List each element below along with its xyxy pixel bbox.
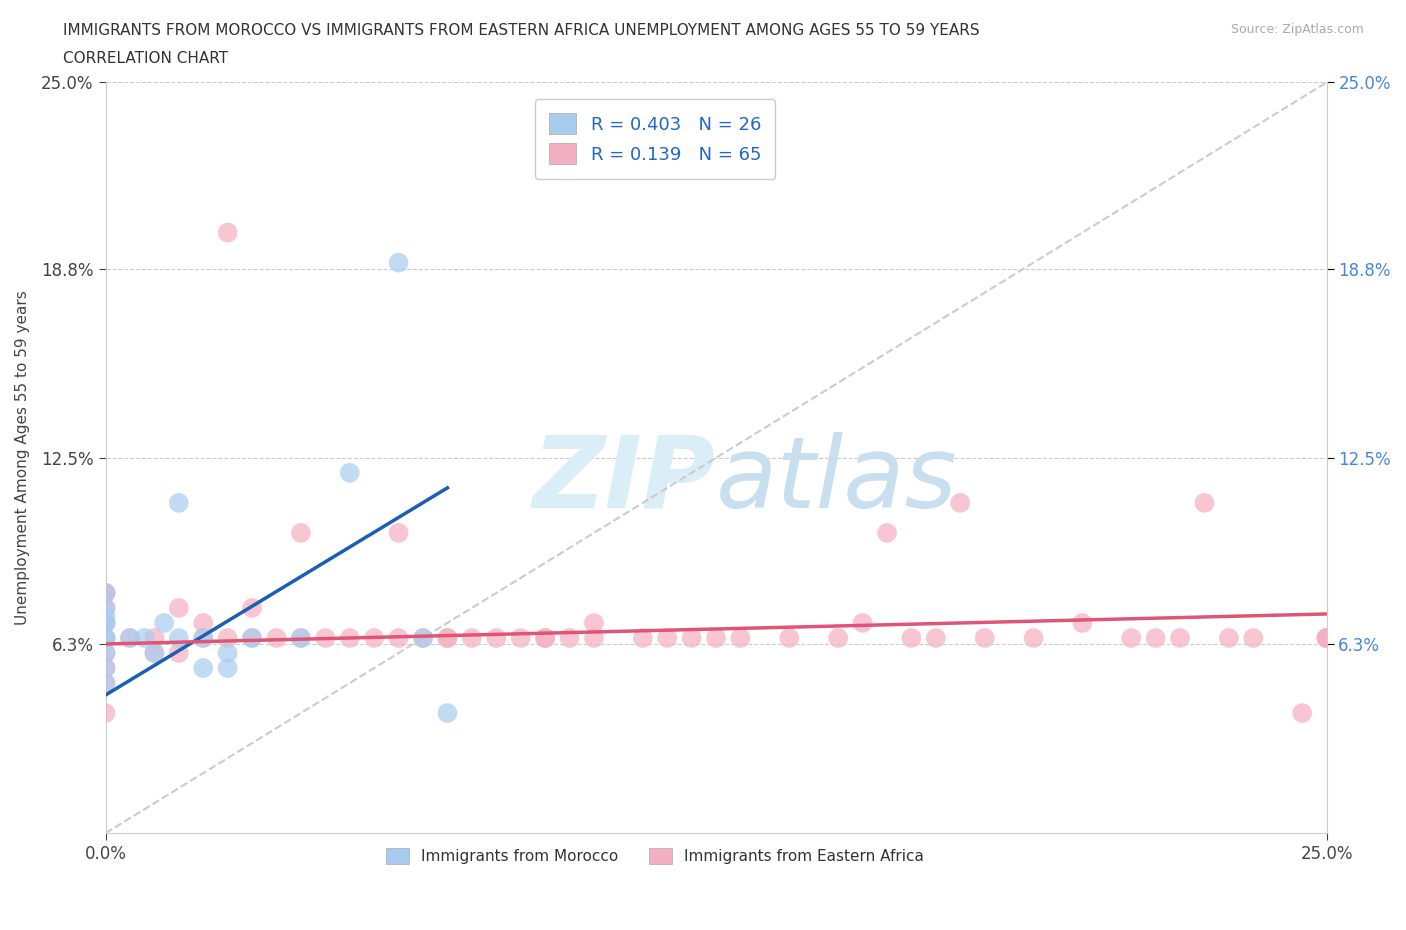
Point bbox=[509, 631, 531, 645]
Point bbox=[436, 706, 458, 721]
Point bbox=[1316, 631, 1339, 645]
Point bbox=[94, 660, 117, 675]
Point bbox=[290, 525, 312, 540]
Point bbox=[94, 645, 117, 660]
Point bbox=[167, 601, 190, 616]
Point bbox=[412, 631, 434, 645]
Point bbox=[900, 631, 922, 645]
Point bbox=[1291, 706, 1313, 721]
Point bbox=[827, 631, 849, 645]
Point bbox=[94, 631, 117, 645]
Point bbox=[412, 631, 434, 645]
Point bbox=[704, 631, 727, 645]
Point bbox=[193, 631, 215, 645]
Point bbox=[118, 631, 141, 645]
Point bbox=[94, 609, 117, 624]
Point bbox=[167, 645, 190, 660]
Point bbox=[94, 601, 117, 616]
Point bbox=[387, 255, 409, 270]
Y-axis label: Unemployment Among Ages 55 to 59 years: Unemployment Among Ages 55 to 59 years bbox=[15, 290, 30, 625]
Point bbox=[217, 645, 239, 660]
Point bbox=[94, 586, 117, 601]
Point bbox=[1121, 631, 1143, 645]
Point bbox=[436, 631, 458, 645]
Point bbox=[94, 645, 117, 660]
Legend: Immigrants from Morocco, Immigrants from Eastern Africa: Immigrants from Morocco, Immigrants from… bbox=[380, 843, 931, 870]
Point bbox=[240, 631, 263, 645]
Point bbox=[134, 631, 156, 645]
Point bbox=[143, 645, 166, 660]
Point bbox=[1144, 631, 1167, 645]
Point bbox=[339, 631, 361, 645]
Point bbox=[1316, 631, 1339, 645]
Point bbox=[1194, 496, 1216, 511]
Point bbox=[94, 675, 117, 690]
Point bbox=[153, 616, 176, 631]
Point bbox=[217, 660, 239, 675]
Point bbox=[94, 631, 117, 645]
Point bbox=[461, 631, 484, 645]
Point bbox=[193, 660, 215, 675]
Point bbox=[94, 675, 117, 690]
Point bbox=[1218, 631, 1240, 645]
Point bbox=[240, 631, 263, 645]
Point bbox=[118, 631, 141, 645]
Point bbox=[94, 660, 117, 675]
Point bbox=[973, 631, 995, 645]
Text: Source: ZipAtlas.com: Source: ZipAtlas.com bbox=[1230, 23, 1364, 36]
Point bbox=[730, 631, 752, 645]
Point bbox=[94, 631, 117, 645]
Point bbox=[94, 706, 117, 721]
Point bbox=[94, 586, 117, 601]
Point bbox=[657, 631, 679, 645]
Point bbox=[143, 631, 166, 645]
Point bbox=[363, 631, 385, 645]
Point bbox=[94, 616, 117, 631]
Point bbox=[240, 601, 263, 616]
Point bbox=[94, 601, 117, 616]
Point bbox=[217, 225, 239, 240]
Point bbox=[631, 631, 654, 645]
Point bbox=[266, 631, 288, 645]
Point bbox=[1071, 616, 1094, 631]
Point bbox=[851, 616, 873, 631]
Point bbox=[1316, 631, 1339, 645]
Point bbox=[167, 631, 190, 645]
Text: atlas: atlas bbox=[716, 432, 957, 529]
Point bbox=[94, 616, 117, 631]
Point bbox=[558, 631, 581, 645]
Point bbox=[949, 496, 972, 511]
Point bbox=[167, 496, 190, 511]
Point bbox=[193, 631, 215, 645]
Point bbox=[485, 631, 508, 645]
Point bbox=[94, 616, 117, 631]
Point bbox=[339, 465, 361, 480]
Text: IMMIGRANTS FROM MOROCCO VS IMMIGRANTS FROM EASTERN AFRICA UNEMPLOYMENT AMONG AGE: IMMIGRANTS FROM MOROCCO VS IMMIGRANTS FR… bbox=[63, 23, 980, 38]
Point bbox=[925, 631, 948, 645]
Point bbox=[314, 631, 336, 645]
Point bbox=[681, 631, 703, 645]
Point bbox=[534, 631, 557, 645]
Point bbox=[290, 631, 312, 645]
Point bbox=[217, 631, 239, 645]
Point bbox=[290, 631, 312, 645]
Point bbox=[387, 525, 409, 540]
Point bbox=[143, 645, 166, 660]
Point bbox=[534, 631, 557, 645]
Point bbox=[582, 616, 605, 631]
Point bbox=[387, 631, 409, 645]
Point bbox=[876, 525, 898, 540]
Point bbox=[94, 586, 117, 601]
Point bbox=[193, 616, 215, 631]
Point bbox=[1241, 631, 1264, 645]
Point bbox=[1022, 631, 1045, 645]
Point bbox=[582, 631, 605, 645]
Text: CORRELATION CHART: CORRELATION CHART bbox=[63, 51, 228, 66]
Text: ZIP: ZIP bbox=[533, 432, 716, 529]
Point bbox=[778, 631, 800, 645]
Point bbox=[1316, 631, 1339, 645]
Point bbox=[1168, 631, 1191, 645]
Point bbox=[436, 631, 458, 645]
